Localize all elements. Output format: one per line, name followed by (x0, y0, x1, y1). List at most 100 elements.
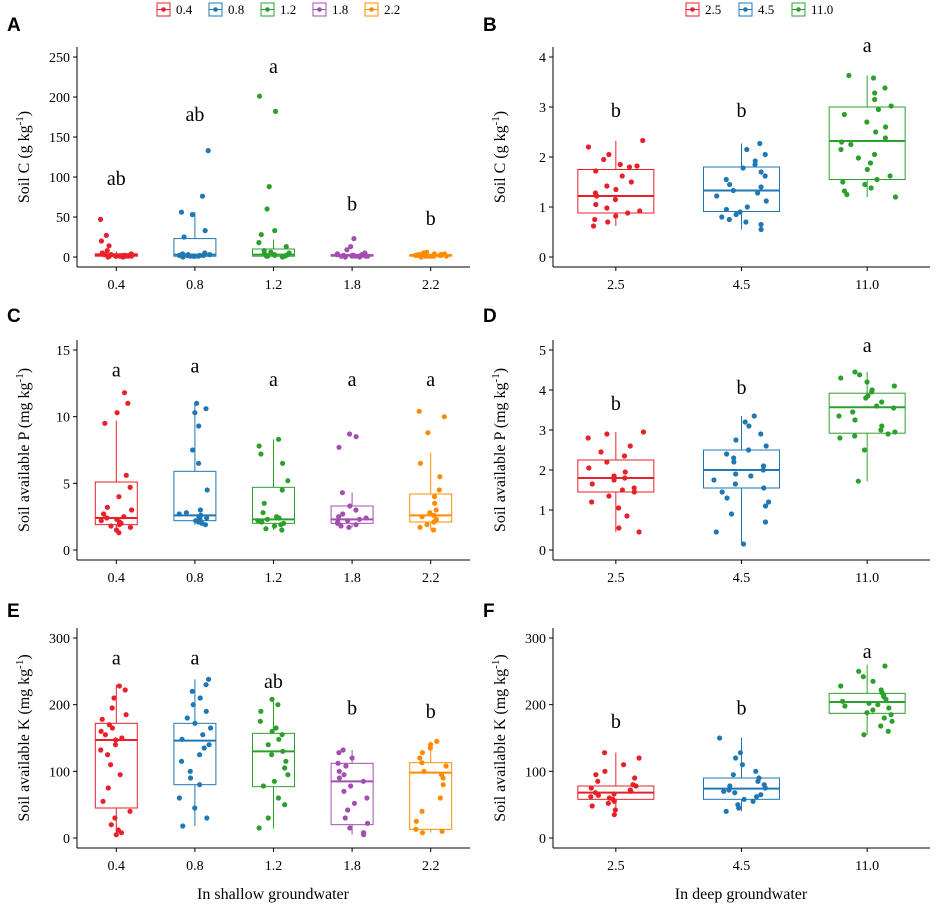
data-point (269, 752, 275, 758)
data-point (617, 161, 623, 168)
data-point (199, 193, 206, 199)
data-point (762, 785, 768, 791)
data-point (758, 169, 764, 175)
data-point (429, 253, 436, 259)
data-point (275, 436, 282, 442)
data-point (615, 505, 622, 511)
data-point (855, 478, 861, 484)
legend-label: 2.5 (705, 2, 721, 17)
data-point (345, 518, 351, 524)
data-point (356, 516, 363, 522)
data-point (194, 400, 200, 406)
data-point (748, 473, 754, 479)
legend-key-dot (690, 7, 695, 12)
data-point (417, 460, 424, 466)
data-point (885, 431, 891, 437)
legend-label: 1.8 (332, 2, 348, 17)
data-point (628, 179, 634, 185)
data-point (111, 695, 117, 701)
data-point (363, 515, 369, 521)
data-point (882, 85, 888, 91)
data-point (129, 507, 135, 513)
data-point (861, 447, 868, 453)
data-point (864, 710, 870, 716)
y-tick-label: 0 (539, 544, 546, 559)
data-point (837, 435, 843, 441)
data-point (637, 208, 643, 214)
data-point (275, 702, 281, 708)
data-point (187, 775, 194, 781)
y-axis-label: Soil available K (mg kg-1) (490, 654, 509, 821)
data-point (732, 790, 738, 796)
data-point (891, 383, 897, 389)
data-point (351, 236, 357, 242)
data-point (184, 715, 190, 721)
data-point (850, 409, 856, 415)
data-point (871, 151, 878, 158)
data-point (345, 807, 351, 813)
y-tick-label: 0 (63, 251, 70, 266)
data-point (431, 519, 437, 525)
data-point (879, 399, 885, 405)
data-point (103, 232, 109, 238)
data-point (349, 755, 355, 761)
significance-letter: a (426, 369, 435, 391)
data-point (857, 372, 863, 378)
data-point (839, 698, 846, 704)
data-point (737, 750, 744, 756)
data-point (106, 243, 112, 249)
data-point (256, 443, 262, 449)
data-point (265, 742, 271, 748)
data-point (335, 760, 341, 766)
box (94, 481, 138, 526)
data-point (123, 712, 129, 718)
data-point (606, 151, 612, 158)
box-group-2.2: 2.2 b (409, 208, 453, 293)
significance-letter: a (112, 648, 121, 670)
data-point (336, 514, 342, 520)
data-point (758, 226, 764, 233)
box (252, 486, 295, 524)
data-point (589, 481, 595, 487)
data-point (611, 791, 617, 797)
box-group-4.5: 4.5 b (703, 100, 780, 293)
data-point (586, 465, 592, 471)
legend-label: 1.2 (280, 2, 296, 17)
significance-letter: b (737, 377, 747, 399)
data-point (589, 499, 595, 505)
x-tick-label: 1.8 (343, 859, 361, 874)
panel-F: F 0 100 200 300 Soil available K (mg kg-1) 2.5… (483, 601, 930, 874)
data-point (258, 708, 264, 714)
box-group-0.8: 0.8 ab (173, 104, 217, 293)
box (828, 392, 906, 434)
superscript: -1 (14, 373, 26, 382)
significance-letter: a (863, 35, 872, 57)
data-point (109, 725, 115, 731)
y-axis-label: Soil available K (mg kg-1) (14, 654, 33, 821)
data-point (104, 515, 110, 521)
data-point (178, 209, 185, 215)
data-point (443, 253, 449, 259)
data-point (863, 395, 869, 401)
y-axis-label: Soil C (g kg-1) (14, 111, 33, 203)
paren: ) (492, 368, 509, 373)
data-point (203, 682, 209, 688)
superscript: -1 (490, 116, 502, 125)
data-point (872, 96, 878, 103)
data-point (622, 475, 628, 481)
data-point (862, 181, 868, 188)
data-point (595, 778, 601, 784)
data-point (116, 683, 122, 689)
data-point (726, 216, 732, 223)
paren: ) (492, 111, 509, 116)
data-point (108, 822, 114, 828)
data-point (357, 254, 363, 260)
data-point (752, 161, 758, 168)
box-group-1.8: 1.8 b (330, 194, 374, 293)
data-point (874, 403, 880, 409)
superscript: -1 (490, 373, 502, 382)
data-point (892, 194, 899, 200)
